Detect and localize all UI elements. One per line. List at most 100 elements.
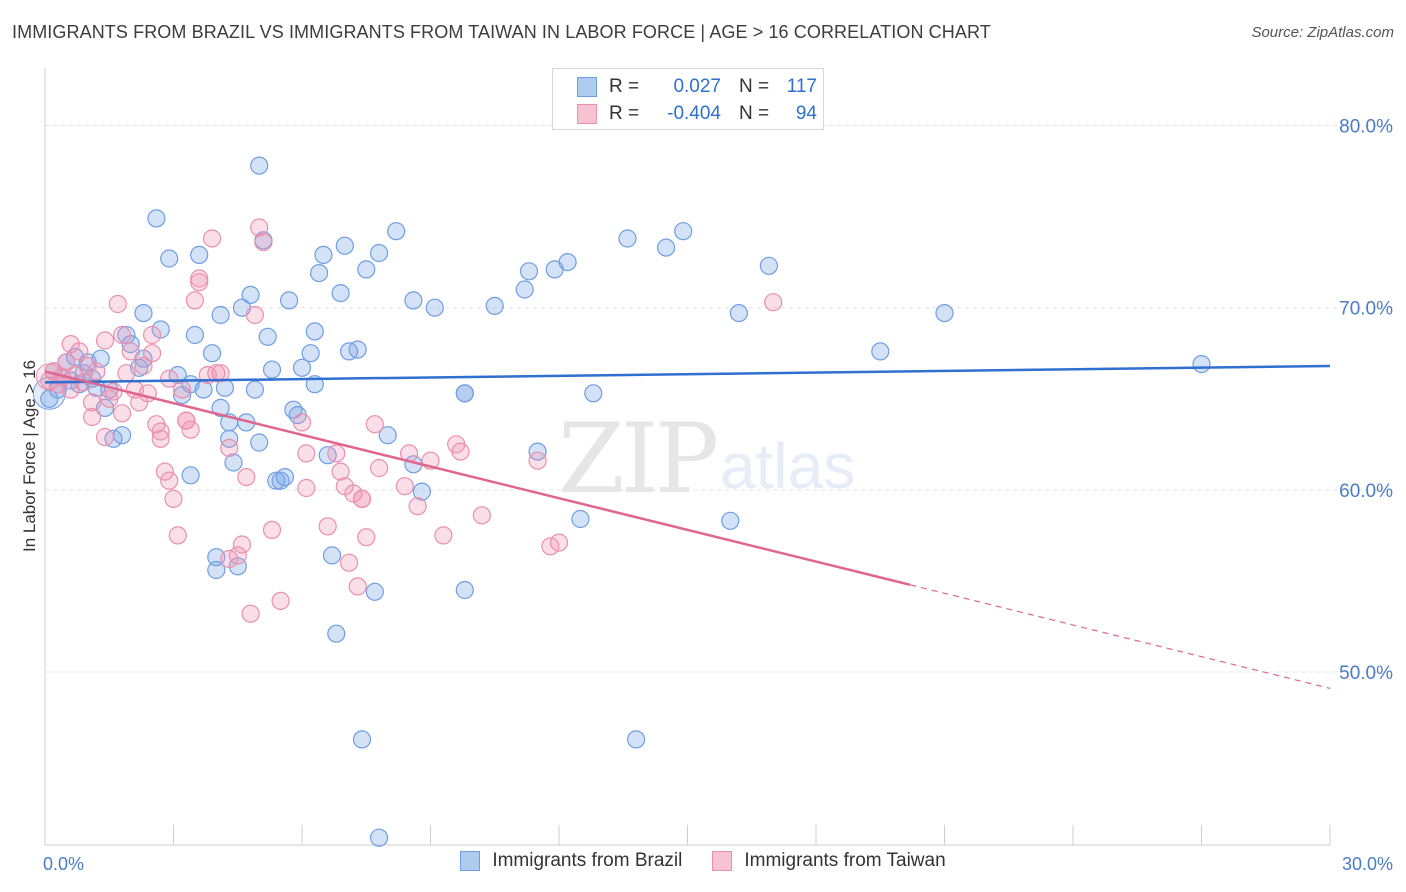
data-point-brazil [220,429,239,448]
series-legend-taiwan: Immigrants from Taiwan [712,850,946,872]
axes [44,68,1331,846]
data-point-brazil [245,380,264,399]
data-point-brazil [305,322,324,341]
data-point-taiwan [108,294,127,314]
data-point-brazil [335,236,354,255]
data-point-brazil [211,305,230,325]
data-point-taiwan [262,520,282,540]
data-point-taiwan [82,393,102,412]
data-point-brazil [370,828,389,847]
data-point-taiwan [190,273,209,292]
data-point-brazil [1192,355,1211,374]
data-point-taiwan [177,411,196,430]
y-tick-labels: 50.0% 60.0% 70.0% 80.0% [1339,117,1393,684]
data-point-brazil [314,245,333,264]
watermark-zip: ZIP [558,403,717,515]
data-point-taiwan [232,535,252,554]
data-point-brazil [584,384,603,403]
data-point-taiwan [472,506,491,525]
data-point-brazil [721,511,740,530]
data-point-brazil [262,360,282,379]
data-point-taiwan [348,577,367,596]
trend-line-taiwan-extension [910,584,1331,689]
data-point-taiwan [764,293,783,312]
y-tick-label: 50.0% [1339,663,1393,684]
data-point-taiwan [112,404,132,423]
data-point-taiwan [121,342,140,361]
data-point-taiwan [78,356,97,376]
data-point-brazil [378,426,397,445]
correlation-legend: R = 0.027 N = 117 R = -0.404 N = 94 [552,68,824,130]
data-point-brazil [357,260,376,279]
data-point-taiwan [237,468,256,487]
x-tick-labels: 0.0% 30.0% [43,854,1393,874]
data-point-taiwan [245,305,264,325]
watermark: ZIP atlas [558,403,855,515]
data-point-taiwan [82,407,102,427]
data-point-brazil [224,453,243,472]
data-point-taiwan [370,458,389,478]
data-point-taiwan [297,444,316,463]
y-tick-label: 80.0% [1339,117,1393,138]
data-point-brazil [387,222,406,241]
data-point-brazil [134,304,153,323]
x-tick-label: 30.0% [1342,854,1393,874]
data-point-taiwan [104,382,123,401]
data-point-taiwan [155,462,174,481]
data-point-brazil [729,304,749,323]
data-point-brazil [190,245,209,264]
data-point-taiwan [220,438,239,457]
data-point-taiwan [327,444,346,463]
y-tick-label: 60.0% [1339,481,1393,502]
data-point-taiwan [228,546,247,565]
data-point-taiwan [340,553,359,572]
data-point-brazil [147,209,166,228]
data-point-taiwan [173,380,192,399]
data-point-taiwan [35,363,63,391]
series-legend-label-taiwan: Immigrants from Taiwan [744,850,946,871]
data-point-brazil [160,249,179,268]
data-point-brazil [412,482,431,501]
data-point-brazil [207,560,226,580]
data-point-taiwan [117,364,136,383]
data-point-taiwan [250,218,269,237]
y-axis-label: In Labor Force | Age > 16 [20,360,39,552]
data-point-brazil [112,426,132,445]
legend-r-value-taiwan: -0.404 [667,103,721,124]
data-point-brazil [370,243,389,263]
data-point-taiwan [181,420,200,439]
legend-row-brazil: R = 0.027 N = 117 [577,74,817,100]
data-point-taiwan [87,362,106,381]
x-tick-label: 0.0% [43,854,84,874]
data-point-brazil [241,285,260,304]
data-point-brazil [558,253,577,272]
data-point-taiwan [241,604,260,623]
series-taiwan-points [35,218,783,623]
legend-r-label: R = [609,76,640,97]
data-point-taiwan [292,413,312,432]
data-point-brazil [515,280,534,299]
data-point-taiwan [160,471,179,490]
data-point-brazil [327,624,346,643]
data-point-taiwan [164,489,183,508]
data-point-brazil [275,468,294,487]
data-point-brazil [203,344,222,363]
legend-swatch-taiwan [577,104,597,124]
data-point-taiwan [434,526,453,545]
legend-row-taiwan: R = -0.404 N = 94 [577,101,817,127]
legend-n-label: N = [739,76,770,97]
series-legend-swatch-taiwan [712,851,733,871]
data-point-taiwan [549,533,569,552]
data-point-brazil [871,342,890,361]
data-point-brazil [301,344,320,363]
data-point-taiwan [70,342,89,361]
data-point-brazil [352,730,372,749]
data-point-brazil [211,398,230,417]
data-point-taiwan [395,477,414,496]
data-point-taiwan [95,427,115,447]
data-point-brazil [455,580,474,600]
data-point-taiwan [134,356,153,376]
data-point-brazil [485,296,504,315]
data-point-brazil [280,291,299,310]
